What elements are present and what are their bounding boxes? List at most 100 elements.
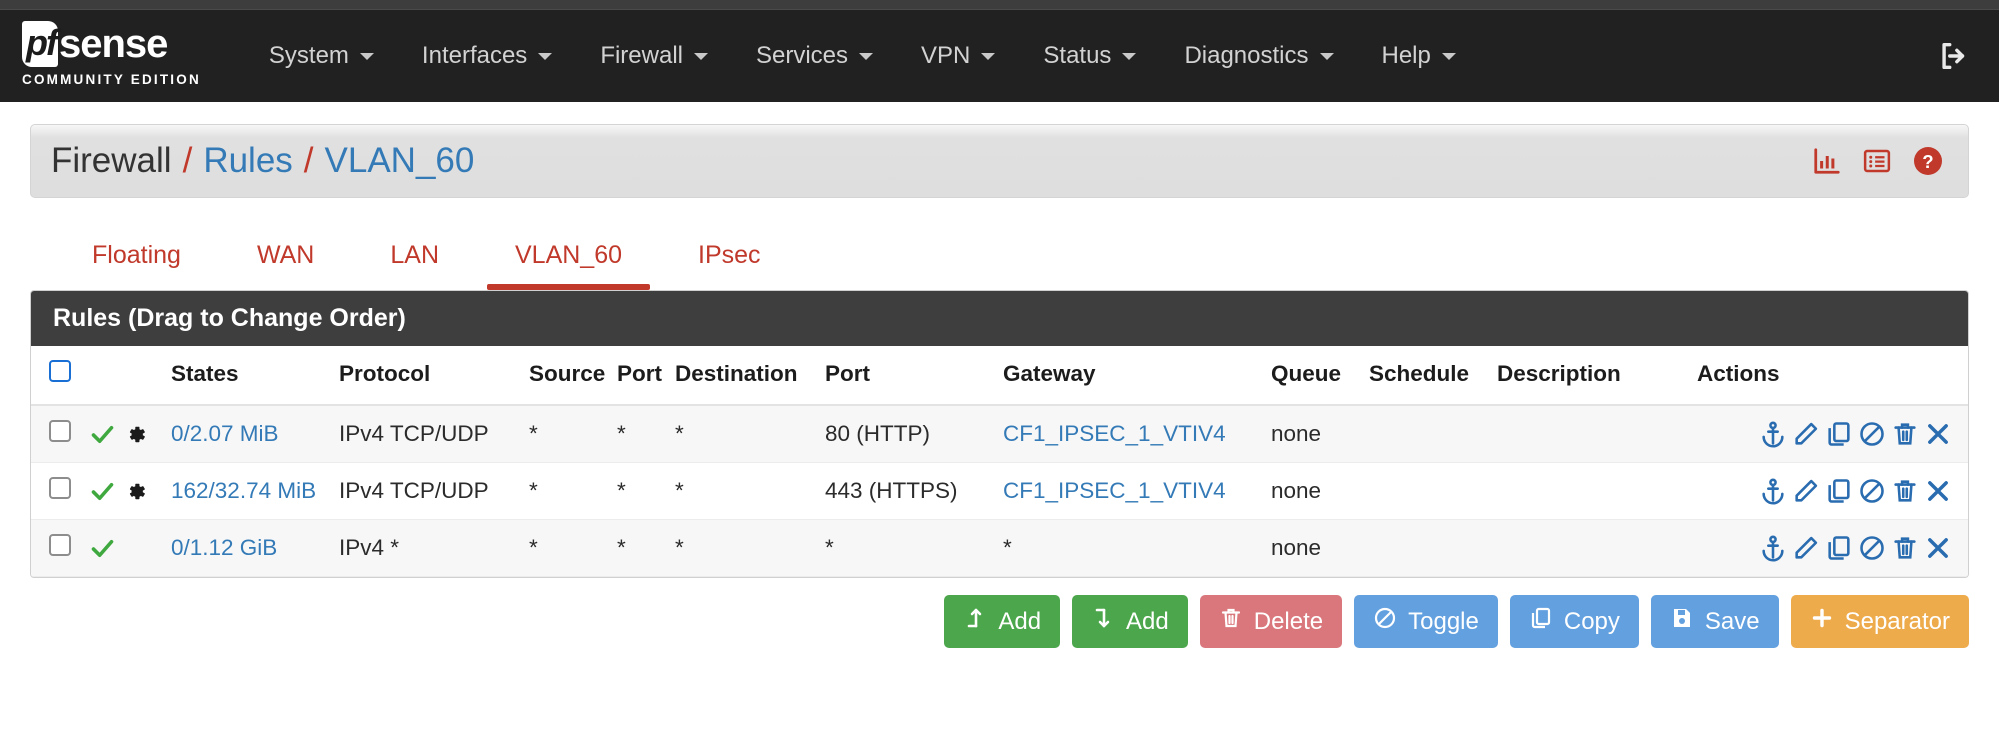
- nav-item-firewall[interactable]: Firewall: [576, 32, 732, 80]
- nav-item-vpn[interactable]: VPN: [897, 32, 1019, 80]
- nav-item-label: Status: [1043, 42, 1112, 69]
- nav-item-label: Help: [1381, 42, 1431, 69]
- help-circle-icon[interactable]: ?: [1912, 145, 1944, 177]
- table-row[interactable]: 0/2.07 MiB IPv4 TCP/UDP * * * 80 (HTTP) …: [31, 405, 1968, 463]
- button-label: Separator: [1844, 607, 1950, 635]
- gear-icon[interactable]: [123, 479, 148, 504]
- edit-pencil-icon[interactable]: [1792, 420, 1820, 448]
- arrow-up-icon: [963, 606, 987, 637]
- separator-button[interactable]: Separator: [1790, 595, 1969, 648]
- gateway-link[interactable]: CF1_IPSEC_1_VTIV4: [1003, 421, 1226, 446]
- row-source: *: [529, 519, 617, 577]
- gear-icon[interactable]: [123, 422, 148, 447]
- nav-item-label: System: [268, 42, 349, 69]
- row-dest-port: *: [825, 519, 1003, 577]
- anchor-icon[interactable]: [1759, 477, 1787, 505]
- breadcrumb-rules-link[interactable]: Rules: [203, 141, 293, 180]
- tab-floating[interactable]: Floating: [92, 241, 181, 269]
- row-description: [1497, 405, 1697, 463]
- nav-item-status[interactable]: Status: [1019, 32, 1160, 80]
- breadcrumb-leaf[interactable]: VLAN_60: [324, 141, 475, 180]
- row-checkbox[interactable]: [49, 534, 71, 556]
- header-queue: Queue: [1271, 346, 1369, 406]
- row-source-port: *: [617, 462, 675, 520]
- anchor-icon[interactable]: [1759, 534, 1787, 562]
- trash-delete-icon[interactable]: [1891, 534, 1919, 562]
- row-states-cell: 162/32.74 MiB: [171, 462, 339, 520]
- logo-subtitle: COMMUNITY EDITION: [22, 72, 201, 87]
- row-source: *: [529, 462, 617, 520]
- chevron-down-icon: [981, 52, 996, 60]
- copy-icon[interactable]: [1825, 534, 1853, 562]
- rules-table-body: 0/2.07 MiB IPv4 TCP/UDP * * * 80 (HTTP) …: [31, 405, 1968, 577]
- tab-wan[interactable]: WAN: [256, 241, 315, 269]
- copy-icon[interactable]: [1825, 420, 1853, 448]
- pass-check-icon[interactable]: [89, 478, 116, 505]
- nav-item-services[interactable]: Services: [732, 32, 897, 80]
- row-select-cell: [31, 519, 89, 577]
- copy-icon[interactable]: [1825, 477, 1853, 505]
- states-link[interactable]: 0/2.07 MiB: [171, 421, 279, 446]
- states-link[interactable]: 162/32.74 MiB: [171, 478, 317, 503]
- pfsense-logo-mark: pf sense: [22, 21, 201, 67]
- anchor-icon[interactable]: [1759, 420, 1787, 448]
- chart-icon[interactable]: [1812, 146, 1842, 176]
- header-schedule: Schedule: [1369, 346, 1497, 406]
- logout-icon[interactable]: [1937, 39, 1971, 73]
- trash-delete-icon[interactable]: [1891, 477, 1919, 505]
- row-gateway-cell: CF1_IPSEC_1_VTIV4: [1003, 405, 1271, 463]
- status-icons-header: [89, 346, 171, 406]
- row-checkbox[interactable]: [49, 477, 71, 499]
- list-icon[interactable]: [1862, 146, 1892, 176]
- pfsense-logo[interactable]: pf sense COMMUNITY EDITION: [22, 21, 201, 91]
- tab-lan[interactable]: LAN: [390, 241, 439, 269]
- select-all-header: [31, 346, 89, 406]
- logo-sense-word: sense: [58, 22, 168, 66]
- toggle-button[interactable]: Toggle: [1354, 595, 1498, 648]
- save-button[interactable]: Save: [1650, 595, 1779, 648]
- row-checkbox[interactable]: [49, 420, 71, 442]
- row-actions-cell: [1697, 462, 1968, 520]
- copy-button[interactable]: Copy: [1509, 595, 1639, 648]
- button-label: Save: [1704, 607, 1760, 635]
- firewall-rules-table: States Protocol Source Port Destination …: [31, 346, 1968, 577]
- breadcrumb-separator: /: [182, 141, 193, 180]
- tab-vlan-60[interactable]: VLAN_60: [477, 233, 660, 290]
- nav-item-help[interactable]: Help: [1358, 32, 1480, 80]
- nav-item-interfaces[interactable]: Interfaces: [398, 32, 576, 80]
- pass-check-icon[interactable]: [89, 535, 116, 562]
- close-x-icon[interactable]: [1924, 534, 1952, 562]
- nav-item-system[interactable]: System: [245, 32, 398, 80]
- row-status-cell: [89, 405, 171, 463]
- row-destination: *: [675, 405, 825, 463]
- gateway-link[interactable]: CF1_IPSEC_1_VTIV4: [1003, 478, 1226, 503]
- states-link[interactable]: 0/1.12 GiB: [171, 535, 278, 560]
- edit-pencil-icon[interactable]: [1792, 534, 1820, 562]
- table-row[interactable]: 0/1.12 GiB IPv4 * * * * * * none: [31, 519, 1968, 577]
- trash-delete-icon[interactable]: [1891, 420, 1919, 448]
- header-description: Description: [1497, 346, 1697, 406]
- block-disable-icon[interactable]: [1858, 534, 1886, 562]
- table-row[interactable]: 162/32.74 MiB IPv4 TCP/UDP * * * 443 (HT…: [31, 462, 1968, 520]
- block-disable-icon[interactable]: [1858, 477, 1886, 505]
- edit-pencil-icon[interactable]: [1792, 477, 1820, 505]
- navbar-menu: System Interfaces Firewall Services VPN …: [245, 32, 1937, 80]
- nav-item-label: VPN: [921, 42, 971, 69]
- row-schedule: [1369, 462, 1497, 520]
- button-label: Delete: [1253, 607, 1324, 635]
- breadcrumb: Firewall / Rules / VLAN_60: [51, 141, 474, 181]
- close-x-icon[interactable]: [1924, 420, 1952, 448]
- block-disable-icon[interactable]: [1858, 420, 1886, 448]
- delete-button[interactable]: Delete: [1199, 595, 1343, 648]
- tab-ipsec[interactable]: IPsec: [698, 241, 761, 269]
- row-schedule: [1369, 405, 1497, 463]
- pass-check-icon[interactable]: [89, 421, 116, 448]
- add-rule-bottom-button[interactable]: Add: [1072, 595, 1188, 648]
- copy-icon: [1529, 606, 1553, 637]
- select-all-checkbox[interactable]: [49, 360, 71, 382]
- page-header-icons: ?: [1812, 145, 1944, 177]
- rules-panel-title: Rules (Drag to Change Order): [31, 291, 1968, 346]
- nav-item-diagnostics[interactable]: Diagnostics: [1160, 32, 1357, 80]
- add-rule-top-button[interactable]: Add: [944, 595, 1061, 648]
- close-x-icon[interactable]: [1924, 477, 1952, 505]
